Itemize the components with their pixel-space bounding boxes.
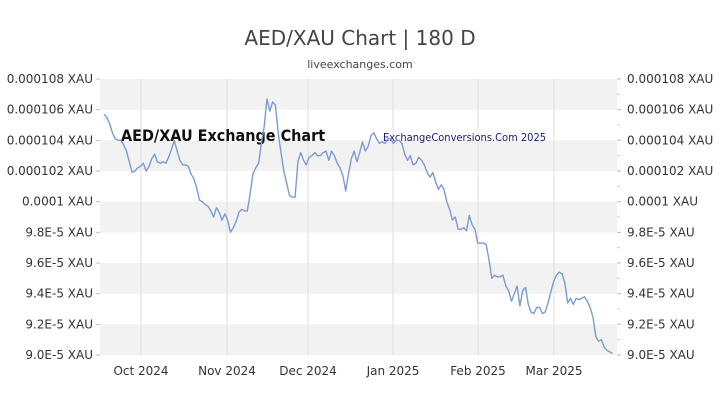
y-tick-label-left: 0.000104 XAU — [7, 133, 93, 147]
y-tick-label-right: 9.6E-5 XAU — [627, 256, 695, 270]
x-tick-label: Oct 2024 — [113, 364, 168, 378]
grid-band — [100, 201, 617, 233]
chart-title: AED/XAU Chart | 180 D — [244, 26, 476, 50]
chart-series — [103, 98, 613, 355]
y-tick-label-right: 0.000102 XAU — [627, 164, 713, 178]
y-tick-label-left: 9.2E-5 XAU — [25, 317, 93, 331]
y-axis-left-labels: 9.0E-5 XAU 9.2E-5 XAU 9.4E-5 XAU 9.6E-5 XAU… — [7, 72, 93, 362]
x-tick-label: Feb 2025 — [450, 364, 506, 378]
watermark-left: AED/XAU Exchange Chart — [121, 126, 325, 145]
y-tick-label-left: 0.0001 XAU — [22, 195, 93, 209]
x-tick-label: Jan 2025 — [366, 364, 420, 378]
y-tick-label-right: 0.000104 XAU — [627, 133, 713, 147]
chart-tick-marks — [96, 78, 621, 356]
grid-band — [100, 79, 617, 110]
y-tick-label-left: 9.4E-5 XAU — [25, 287, 93, 301]
y-tick-label-right: 9.4E-5 XAU — [627, 287, 695, 301]
y-tick-label-left: 9.6E-5 XAU — [25, 256, 93, 270]
y-tick-label-left: 9.8E-5 XAU — [25, 225, 93, 239]
y-tick-label-right: 0.000108 XAU — [627, 72, 713, 86]
y-tick-label-left: 0.000106 XAU — [7, 103, 93, 117]
y-axis-right-labels: 9.0E-5 XAU 9.2E-5 XAU 9.4E-5 XAU 9.6E-5 XAU… — [627, 72, 713, 362]
chart-bands — [100, 79, 617, 355]
chart-vertical-gridlines — [140, 79, 555, 355]
y-tick-label-left: 0.000108 XAU — [7, 72, 93, 86]
chart-subtitle: liveexchanges.com — [307, 58, 413, 71]
y-tick-label-right: 9.8E-5 XAU — [627, 225, 695, 239]
y-tick-label-right: 9.2E-5 XAU — [627, 317, 695, 331]
x-axis-labels: Oct 2024 Nov 2024 Dec 2024 Jan 2025 Feb 2025… — [113, 364, 582, 378]
x-tick-label: Nov 2024 — [198, 364, 256, 378]
x-tick-label: Dec 2024 — [279, 364, 337, 378]
grid-band — [100, 263, 617, 294]
watermark-right: ExchangeConversions.Com 2025 — [383, 131, 546, 144]
y-tick-label-right: 9.0E-5 XAU — [627, 348, 695, 362]
y-tick-label-left: 9.0E-5 XAU — [25, 348, 93, 362]
y-tick-label-right: 0.000106 XAU — [627, 103, 713, 117]
x-tick-label: Mar 2025 — [526, 364, 583, 378]
series-line — [103, 98, 613, 355]
y-tick-label-right: 0.0001 XAU — [627, 195, 698, 209]
grid-band — [100, 324, 617, 355]
y-tick-label-left: 0.000102 XAU — [7, 164, 93, 178]
